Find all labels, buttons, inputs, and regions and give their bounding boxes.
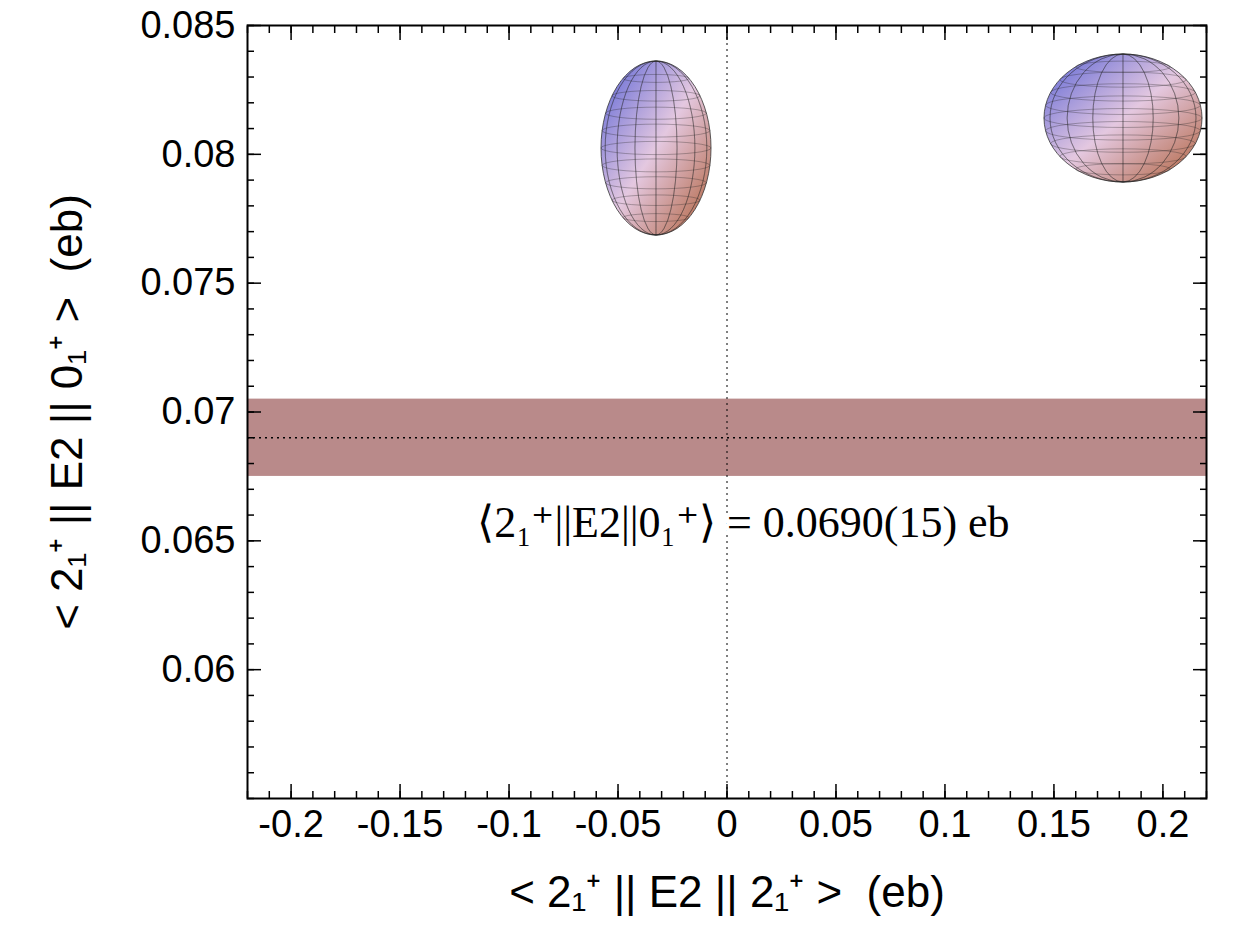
svg-text:0.075: 0.075: [140, 261, 235, 303]
svg-text:0.1: 0.1: [919, 803, 972, 845]
svg-text:-0.15: -0.15: [357, 803, 444, 845]
svg-text:⟨2₁⁺||E2||0₁⁺⟩ = 0.0690(15) eb: ⟨2₁⁺||E2||0₁⁺⟩ = 0.0690(15) eb: [477, 498, 1009, 547]
svg-text:-0.1: -0.1: [476, 803, 541, 845]
svg-text:0.065: 0.065: [140, 519, 235, 561]
svg-text:-0.2: -0.2: [258, 803, 323, 845]
svg-text:0.05: 0.05: [799, 803, 873, 845]
svg-text:0.06: 0.06: [162, 648, 236, 690]
svg-text:< 2₁⁺ || E2 || 0₁⁺ > (eb): < 2₁⁺ || E2 || 0₁⁺ > (eb): [42, 194, 91, 630]
svg-text:-0.05: -0.05: [575, 803, 662, 845]
svg-text:< 2₁⁺ || E2 || 2₁⁺ > (eb): < 2₁⁺ || E2 || 2₁⁺ > (eb): [509, 867, 945, 916]
svg-text:0.15: 0.15: [1017, 803, 1091, 845]
svg-text:0.07: 0.07: [162, 390, 236, 432]
svg-text:0.08: 0.08: [162, 132, 236, 174]
svg-text:0.2: 0.2: [1136, 803, 1189, 845]
svg-text:0: 0: [716, 803, 737, 845]
svg-text:0.085: 0.085: [140, 4, 235, 46]
